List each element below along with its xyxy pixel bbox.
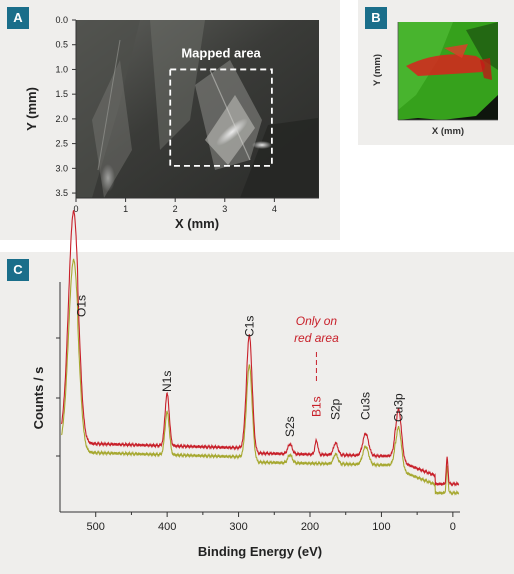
panel-a-x-tick-label: 0 [73,204,78,214]
spectrum-series-red [60,210,460,487]
chemical-map-chart: X (mm) Y (mm) [372,22,498,137]
panel-c-x-tick-label: 0 [450,521,456,533]
annotation-red-area: red area [294,331,339,345]
spectrum-series-yellow [60,258,460,496]
panel-a-x-tick-label: 2 [173,204,178,214]
peak-label-s2p: S2p [329,398,343,420]
peak-label-c1s: C1s [242,316,256,337]
panel-a: A 0 1 2 3 4 0.0 0.5 1.0 1. [0,0,340,240]
peak-label-b1s: B1s [309,396,323,417]
panel-b: B X (mm) Y (mm) [358,0,514,145]
peak-label-s2s: S2s [283,416,297,437]
chemical-map-red-region [406,54,485,76]
panel-a-y-tick-label: 1.0 [55,64,68,74]
panel-a-x-tick-label: 1 [123,204,128,214]
annotation-only-on: Only on [296,314,338,328]
panel-c-x-tick-label: 500 [87,521,105,533]
mapped-area-box [169,68,273,167]
panel-b-x-axis-label: X (mm) [432,126,464,137]
panel-c-x-tick-label: 100 [372,521,390,533]
panel-c-badge: C [7,259,29,281]
peak-label-cu3s: Cu3s [359,392,373,420]
xps-spectrum-chart: 500 400 300 200 100 0 O1s N1s C1s S2s B1s S2p Cu3s C… [31,210,460,559]
panel-c: C 500 400 300 200 100 0 O1s N1s C1s S2s B1s S2p Cu3… [0,210,514,574]
panel-a-y-tick-label: 0.0 [55,15,68,25]
panel-a-badge: A [7,7,29,29]
mapped-area-label: Mapped area [181,45,261,60]
peak-label-n1s: N1s [160,371,174,392]
optical-image-chart: 0 1 2 3 4 0.0 0.5 1.0 1.5 2.0 2.5 3.0 3.5 Mapped are… [24,15,319,231]
optical-image-texture [76,20,318,198]
panel-a-y-tick-label: 2.0 [55,114,68,124]
panel-a-x-tick-label: 3 [222,204,227,214]
panel-a-x-axis-label: X (mm) [175,216,219,231]
panel-c-x-tick-label: 300 [229,521,247,533]
panel-a-x-tick-label: 4 [272,204,277,214]
panel-c-x-axis-label: Binding Energy (eV) [198,544,322,559]
panel-a-y-tick-label: 0.5 [55,40,68,50]
panel-c-y-axis-label: Counts / s [31,367,46,430]
panel-a-y-tick-label: 1.5 [55,89,68,99]
panel-b-badge: B [365,7,387,29]
panel-c-x-tick-label: 400 [158,521,176,533]
panel-c-x-tick-label: 200 [301,521,319,533]
peak-label-o1s: O1s [75,295,89,317]
panel-a-y-tick-label: 3.0 [55,163,68,173]
panel-b-y-axis-label: Y (mm) [372,54,383,86]
peak-label-cu3p: Cu3p [392,393,406,422]
panel-a-y-axis-label: Y (mm) [24,87,39,131]
panel-a-y-tick-label: 2.5 [55,139,68,149]
panel-a-y-tick-label: 3.5 [55,188,68,198]
